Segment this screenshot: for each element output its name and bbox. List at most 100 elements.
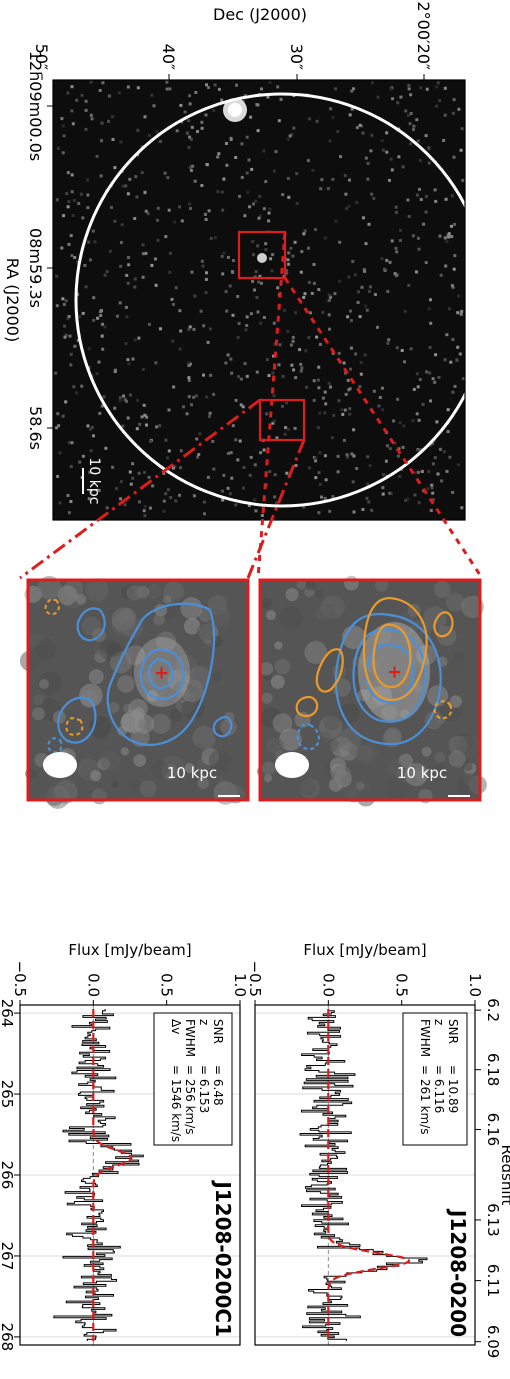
noise-pixel (323, 411, 327, 415)
noise-pixel (100, 121, 104, 125)
noise-pixel (291, 339, 295, 343)
noise-pixel (212, 108, 216, 112)
noise-pixel (96, 316, 100, 320)
noise-pixel (304, 349, 308, 353)
noise-pixel (388, 178, 391, 182)
noise-pixel (213, 236, 217, 240)
noise-pixel (412, 124, 416, 128)
noise-pixel (329, 107, 333, 111)
noise-pixel (211, 440, 215, 443)
noise-pixel (189, 137, 193, 141)
noise-pixel (209, 373, 213, 377)
noise-pixel (443, 358, 447, 362)
stats-value: = 6.48 (211, 1065, 225, 1106)
noise-pixel (118, 399, 122, 403)
noise-pixel (135, 398, 139, 402)
inset-noise-blob (188, 665, 211, 688)
noise-pixel (143, 471, 146, 474)
noise-pixel (317, 511, 321, 515)
noise-pixel (208, 415, 211, 418)
noise-pixel (367, 500, 371, 504)
noise-pixel (287, 195, 291, 199)
inset-noise-blob (404, 763, 428, 787)
noise-pixel (425, 87, 429, 91)
inset-noise-blob (117, 675, 135, 693)
noise-pixel (418, 159, 422, 163)
noise-pixel (299, 270, 303, 274)
noise-pixel (431, 377, 435, 381)
noise-pixel (300, 250, 304, 254)
noise-pixel (411, 419, 415, 423)
noise-pixel (399, 228, 403, 232)
noise-pixel (164, 235, 168, 239)
noise-pixel (103, 273, 107, 277)
noise-pixel (293, 240, 297, 244)
noise-pixel (236, 458, 240, 462)
noise-pixel (128, 470, 132, 474)
noise-pixel (55, 198, 59, 202)
noise-pixel (415, 270, 418, 274)
noise-pixel (453, 254, 457, 258)
noise-pixel (290, 363, 294, 367)
noise-pixel (264, 248, 268, 252)
noise-pixel (99, 174, 103, 178)
noise-pixel (445, 469, 449, 473)
noise-pixel (114, 368, 117, 372)
noise-pixel (113, 406, 117, 410)
noise-pixel (81, 216, 85, 220)
noise-pixel (198, 432, 202, 436)
noise-pixel (226, 486, 230, 490)
noise-pixel (366, 455, 370, 459)
noise-pixel (406, 114, 410, 117)
noise-pixel (126, 281, 130, 285)
noise-pixel (188, 325, 192, 329)
noise-pixel (127, 362, 131, 366)
noise-pixel (95, 154, 99, 158)
zoom-box-main (237, 230, 287, 280)
noise-pixel (115, 487, 118, 491)
noise-pixel (178, 309, 182, 313)
noise-pixel (359, 360, 363, 364)
noise-pixel (172, 303, 175, 306)
noise-pixel (381, 148, 385, 152)
noise-pixel (312, 398, 316, 402)
noise-pixel (118, 396, 122, 400)
noise-pixel (100, 139, 103, 143)
noise-pixel (292, 126, 296, 130)
inset-noise-blob (108, 702, 120, 713)
noise-pixel (338, 279, 342, 283)
noise-pixel (400, 349, 404, 352)
noise-pixel (424, 194, 428, 198)
map-background (53, 80, 465, 520)
noise-pixel (61, 124, 65, 128)
spectrum-steps (299, 1009, 428, 1341)
noise-pixel (205, 163, 209, 166)
noise-pixel (62, 303, 66, 306)
noise-pixel (295, 201, 299, 205)
noise-pixel (166, 488, 170, 492)
noise-pixel (150, 263, 154, 267)
noise-pixel (224, 290, 228, 294)
noise-pixel (107, 119, 110, 123)
noise-pixel (238, 194, 241, 198)
noise-pixel (424, 134, 428, 138)
noise-pixel (308, 117, 311, 121)
noise-pixel (257, 216, 261, 220)
noise-pixel (249, 115, 253, 119)
inset-noise-blob (449, 695, 462, 708)
noise-pixel (443, 86, 447, 90)
noise-pixel (247, 158, 251, 162)
noise-pixel (188, 102, 192, 106)
inset-noise-blob (106, 642, 122, 657)
noise-pixel (351, 480, 355, 484)
noise-pixel (199, 309, 203, 313)
noise-pixel (69, 500, 73, 503)
noise-pixel (178, 347, 182, 351)
noise-pixel (274, 150, 278, 154)
noise-pixel (385, 150, 389, 154)
inset-noise-blob (29, 633, 42, 647)
noise-pixel (240, 175, 244, 179)
freq-tick-label: 268 (0, 1323, 16, 1352)
noise-pixel (417, 501, 421, 505)
noise-pixel (378, 396, 382, 399)
